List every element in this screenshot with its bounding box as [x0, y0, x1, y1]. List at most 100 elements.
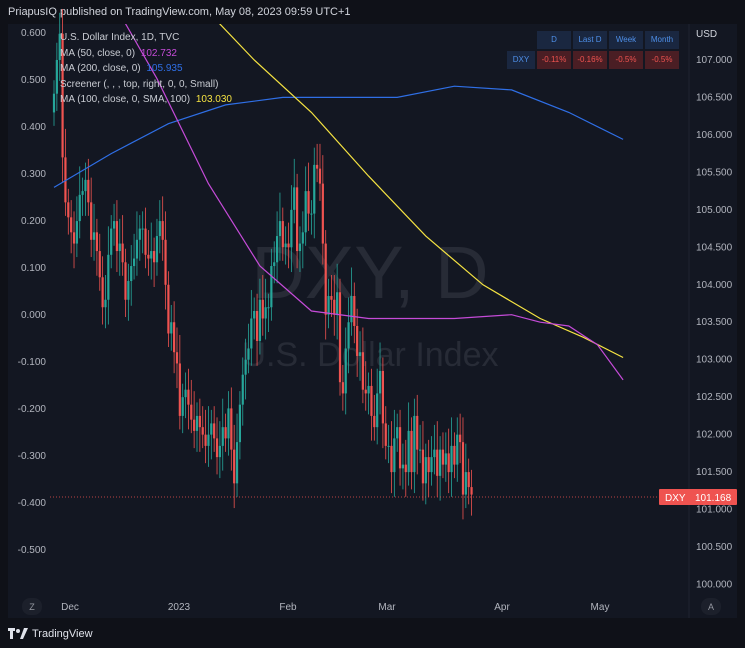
candle-body: [72, 232, 76, 244]
candle-body: [467, 472, 470, 488]
candle-body: [64, 157, 67, 203]
screener-corner: [507, 31, 535, 49]
candle-body: [92, 232, 96, 240]
candle-body: [161, 221, 164, 240]
candle-body: [215, 438, 219, 458]
candle-body: [361, 352, 364, 390]
candle-body: [464, 472, 467, 495]
candle-body: [250, 318, 253, 349]
screener-header-week: Week: [609, 31, 643, 49]
legend-screener: Screener (, , , top, right, 0, 0, Small): [60, 77, 232, 93]
candle-body: [421, 449, 425, 484]
publish-info: PriapusIQ published on TradingView.com, …: [8, 6, 351, 18]
candle-body: [450, 445, 453, 473]
candle-body: [101, 277, 104, 308]
time-axis-tick: 2023: [168, 602, 191, 613]
candle-body: [144, 228, 147, 255]
candle-body: [138, 228, 141, 240]
candle-body: [439, 449, 442, 476]
candle-body: [198, 415, 201, 428]
candle-body: [95, 232, 98, 252]
chart-legend: U.S. Dollar Index, 1D, TVC MA (50, close…: [60, 30, 232, 108]
time-axis-tick: May: [591, 602, 610, 613]
legend-screener-label: Screener (, , , top, right, 0, 0, Small): [60, 78, 219, 90]
candle-body: [293, 187, 296, 210]
candle-body: [376, 393, 379, 428]
candle-body: [173, 322, 176, 353]
right-axis-tick: 106.000: [696, 130, 733, 141]
candle-body: [52, 93, 56, 113]
candle-body: [298, 243, 302, 252]
candle-body: [370, 385, 373, 416]
candle-body: [358, 352, 362, 356]
candle-body: [78, 194, 81, 222]
ma50-line: [124, 24, 624, 381]
candle-body: [416, 415, 419, 450]
screener-header-d: D: [537, 31, 571, 49]
candle-body: [70, 217, 73, 233]
left-axis-tick: 0.300: [21, 169, 46, 180]
screener-symbol: DXY: [507, 51, 535, 69]
legend-ma50-value: 102.732: [140, 47, 177, 59]
candle-body: [433, 449, 436, 458]
legend-ma100: MA (100, close, 0, SMA, 100) 103.030: [60, 92, 232, 108]
auto-scale-a-button[interactable]: A: [701, 598, 721, 615]
candle-body: [284, 243, 287, 248]
candle-body: [253, 311, 256, 319]
candle-body: [381, 370, 384, 424]
candle-body: [330, 296, 333, 300]
candle-body: [278, 221, 282, 237]
candle-body: [290, 209, 293, 248]
right-axis-tick: 100.000: [696, 580, 733, 591]
candle-body: [261, 299, 264, 319]
currency-label: USD: [696, 29, 717, 40]
right-axis-tick: 104.000: [696, 280, 733, 291]
ma100-line: [219, 24, 624, 359]
candle-body: [195, 415, 199, 431]
left-axis: 0.600 0.500 0.400 0.300 0.200 0.100 0.000 -0.10…: [18, 28, 47, 556]
screener-last-d-value: -0.16%: [573, 51, 607, 69]
screener-header-row: D Last D Week Month: [507, 31, 679, 49]
candle-body: [459, 434, 462, 443]
candle-body: [150, 251, 153, 259]
candle-body: [336, 292, 339, 315]
left-axis-tick: -0.100: [18, 357, 47, 368]
candle-body: [413, 415, 416, 473]
candle-body: [81, 191, 84, 195]
price-label-value: 101.168: [695, 493, 732, 504]
candle-body: [367, 385, 370, 394]
candle-body: [87, 179, 90, 203]
right-axis-tick: 103.500: [696, 317, 733, 328]
candle-body: [287, 243, 290, 248]
candle-body: [130, 266, 133, 282]
candle-body: [155, 236, 159, 263]
candle-body: [453, 445, 456, 465]
candle-body: [230, 408, 233, 450]
left-axis-tick: -0.500: [18, 545, 47, 556]
candle-body: [210, 423, 213, 435]
candle-body: [84, 179, 87, 192]
candle-body: [135, 239, 139, 259]
candle-body: [456, 434, 459, 465]
candle-body: [147, 254, 150, 259]
left-axis-tick: 0.000: [21, 310, 46, 321]
candle-body: [318, 168, 322, 184]
candle-body: [327, 296, 330, 315]
footer-brand[interactable]: TradingView: [8, 626, 93, 642]
legend-ma100-value: 103.030: [195, 94, 232, 105]
auto-scale-z-button[interactable]: Z: [22, 598, 42, 615]
left-axis-tick: -0.400: [18, 498, 47, 509]
candle-body: [307, 191, 310, 214]
candle-body: [121, 243, 124, 263]
candle-body: [221, 427, 224, 446]
candle-body: [258, 299, 262, 341]
chart-panel[interactable]: [8, 24, 737, 618]
right-axis-tick: 106.500: [696, 92, 733, 103]
candle-body: [310, 213, 313, 215]
candle-body: [321, 183, 324, 244]
candle-body: [141, 228, 144, 230]
candle-body: [115, 221, 119, 252]
candle-body: [153, 251, 156, 263]
left-axis-tick: 0.400: [21, 122, 46, 133]
